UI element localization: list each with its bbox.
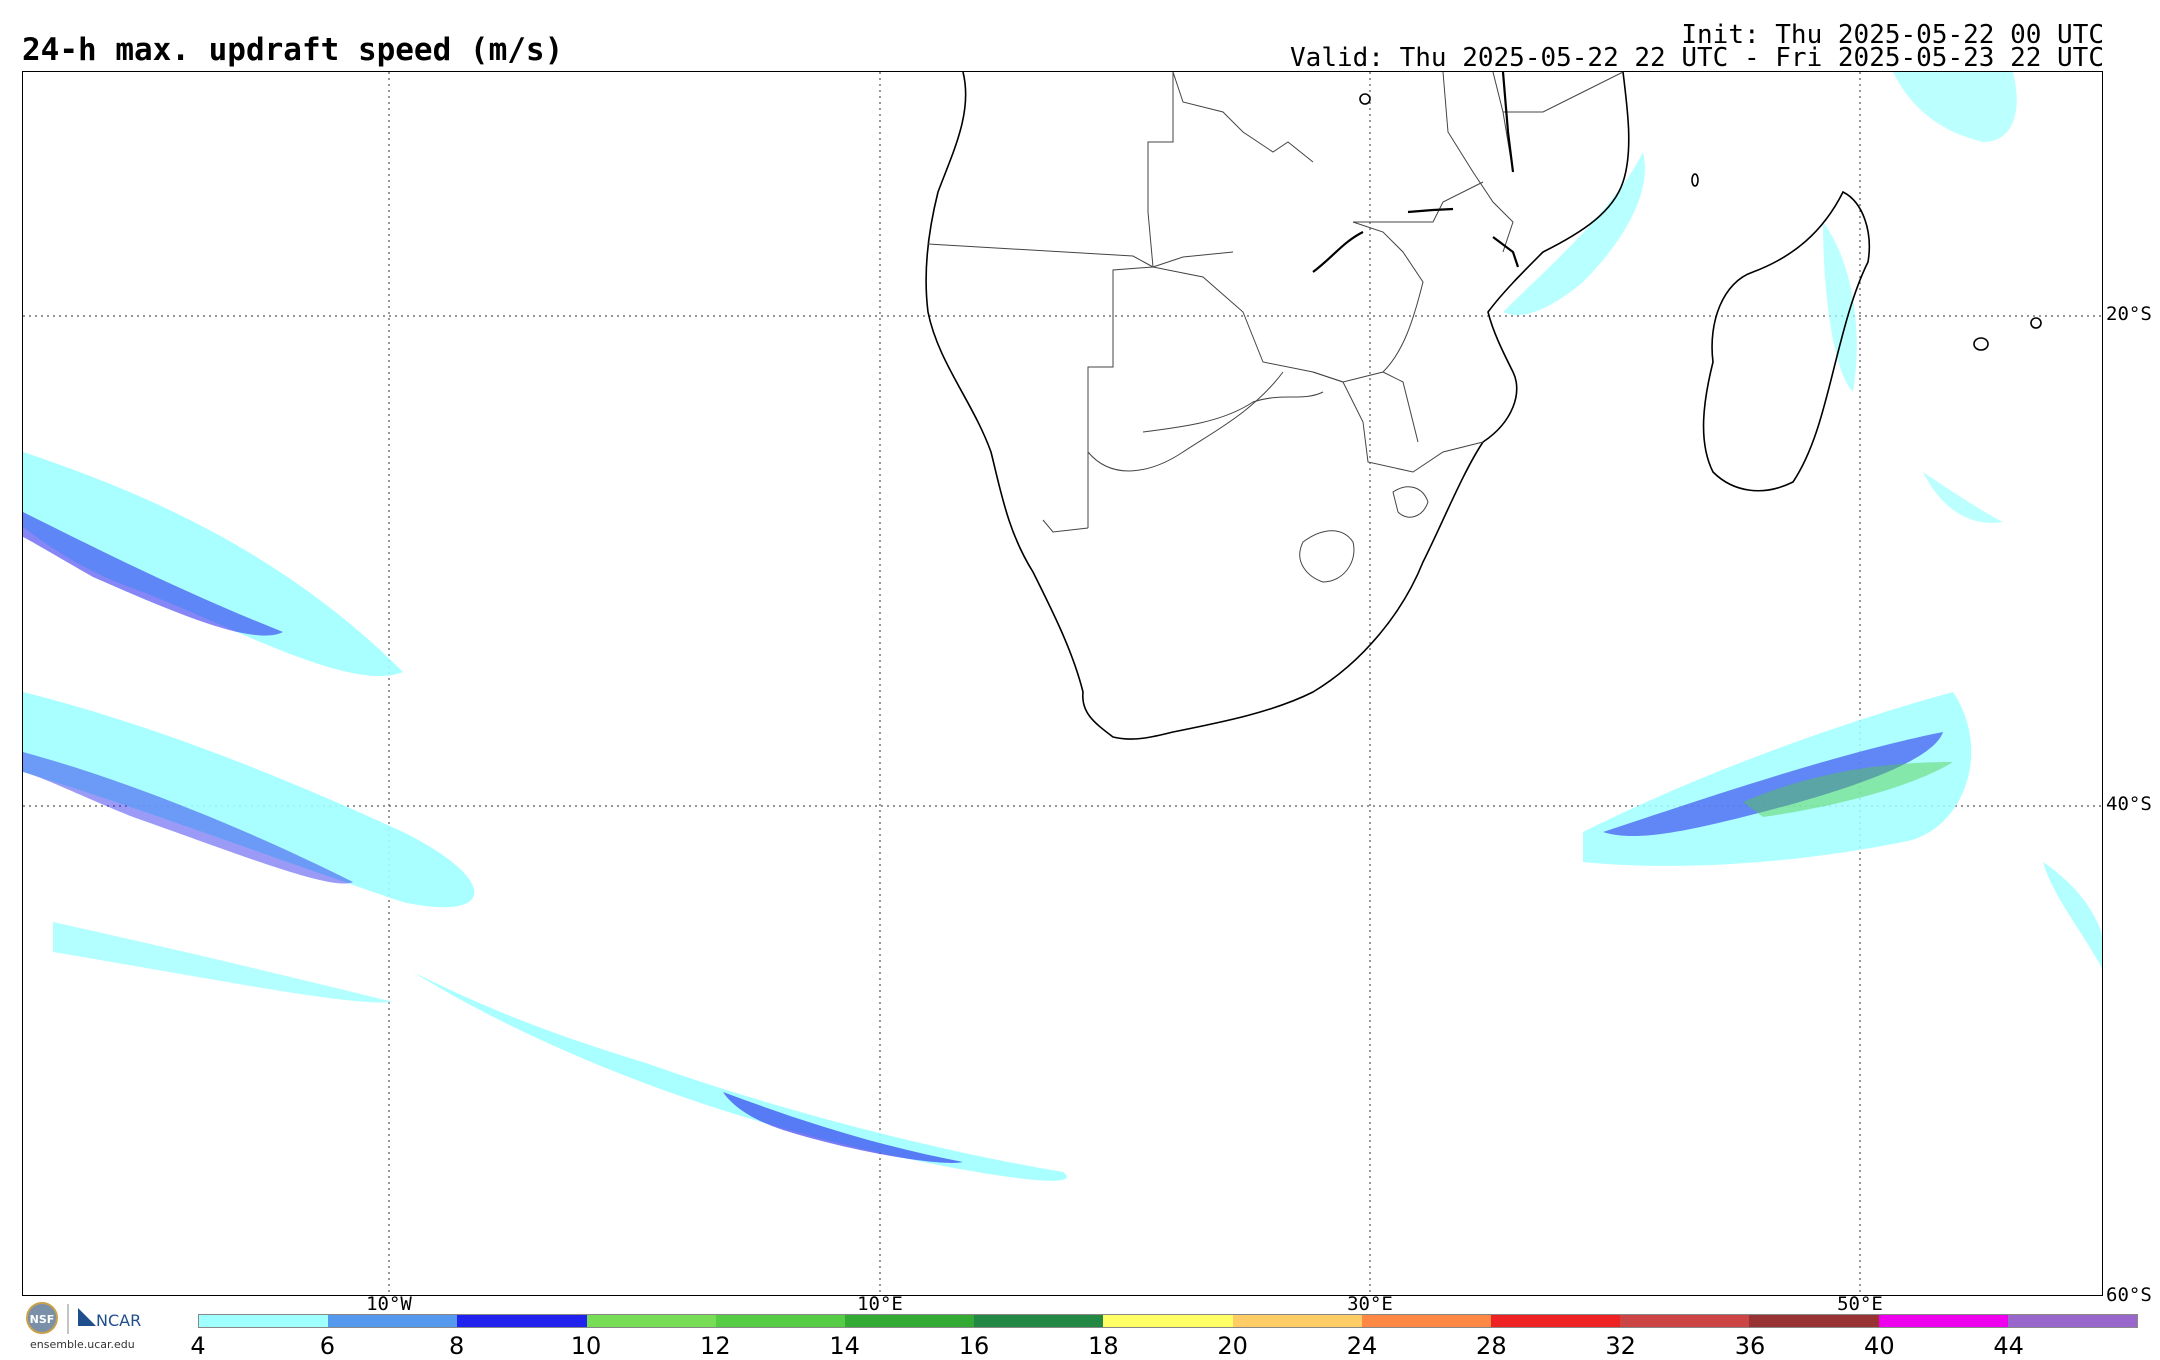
- lakes: [1312, 72, 1520, 273]
- colorbar-segment: [845, 1315, 975, 1327]
- map-panel[interactable]: [22, 71, 2103, 1296]
- colorbar-segment: [1878, 1315, 2008, 1327]
- logo-url: ensemble.ucar.edu: [30, 1338, 135, 1351]
- init-time: Init: Thu 2025-05-22 00 UTC: [1681, 20, 2104, 50]
- colorbar-tick-label: 16: [958, 1332, 990, 1360]
- lon-label-10w: 10°W: [366, 1293, 412, 1315]
- colorbar-tick-label: 40: [1864, 1332, 1895, 1360]
- colorbar-tick-label: 6: [319, 1332, 335, 1360]
- valid-time: Valid: Thu 2025-05-22 22 UTC - Fri 2025-…: [1290, 43, 2104, 73]
- colorbar-tick-label: 4: [190, 1332, 206, 1360]
- colorbar-segment: [199, 1315, 329, 1327]
- colorbar-segment: [1361, 1315, 1492, 1327]
- colorbar-segment: [1749, 1315, 1879, 1327]
- colorbar-tick-label: 18: [1088, 1332, 1119, 1360]
- colorbar-segment: [2007, 1315, 2138, 1327]
- lat-label-40s: 40°S: [2106, 793, 2152, 815]
- colorbar-tick-label: 36: [1734, 1332, 1766, 1360]
- colorbar-segment: [586, 1315, 716, 1327]
- nsf-text: NSF: [30, 1313, 55, 1326]
- colorbar-segment: [1232, 1315, 1362, 1327]
- colorbar-tick-label: 24: [1346, 1332, 1378, 1360]
- ncar-text: NCAR: [96, 1311, 141, 1330]
- colorbar-tick-label: 8: [449, 1332, 465, 1360]
- colorbar-segment: [1620, 1315, 1750, 1327]
- map-canvas: [23, 72, 2102, 1295]
- colorbar-tick-label: 12: [700, 1332, 731, 1360]
- country-borders: [927, 72, 1624, 583]
- map-title: 24-h max. updraft speed (m/s): [22, 32, 564, 68]
- lon-label-50e: 50°E: [1837, 1293, 1883, 1315]
- colorbar-segment: [974, 1315, 1104, 1327]
- lat-label-60s: 60°S: [2106, 1284, 2152, 1306]
- colorbar-segment: [457, 1315, 587, 1327]
- colorbar-tick-label: 20: [1217, 1332, 1248, 1360]
- colorbar-segment: [328, 1315, 458, 1327]
- colorbar-tick-label: 32: [1605, 1332, 1636, 1360]
- lon-label-10e: 10°E: [857, 1293, 903, 1315]
- updraft-field: [23, 72, 2102, 1181]
- graticule: [23, 72, 2102, 1295]
- colorbar-tick-label: 14: [829, 1332, 860, 1360]
- colorbar-tick-label: 44: [1993, 1332, 2024, 1360]
- colorbar-segment: [1103, 1315, 1233, 1327]
- coastline: [925, 72, 2042, 740]
- nsf-ncar-logo: NSF NCAR: [22, 1300, 156, 1352]
- colorbar: [198, 1314, 2138, 1328]
- colorbar-segment: [715, 1315, 846, 1327]
- lon-label-30e: 30°E: [1347, 1293, 1393, 1315]
- colorbar-segment: [1491, 1315, 1621, 1327]
- colorbar-tick-label: 28: [1476, 1332, 1507, 1360]
- colorbar-tick-label: 10: [570, 1332, 602, 1360]
- lat-label-20s: 20°S: [2106, 303, 2152, 325]
